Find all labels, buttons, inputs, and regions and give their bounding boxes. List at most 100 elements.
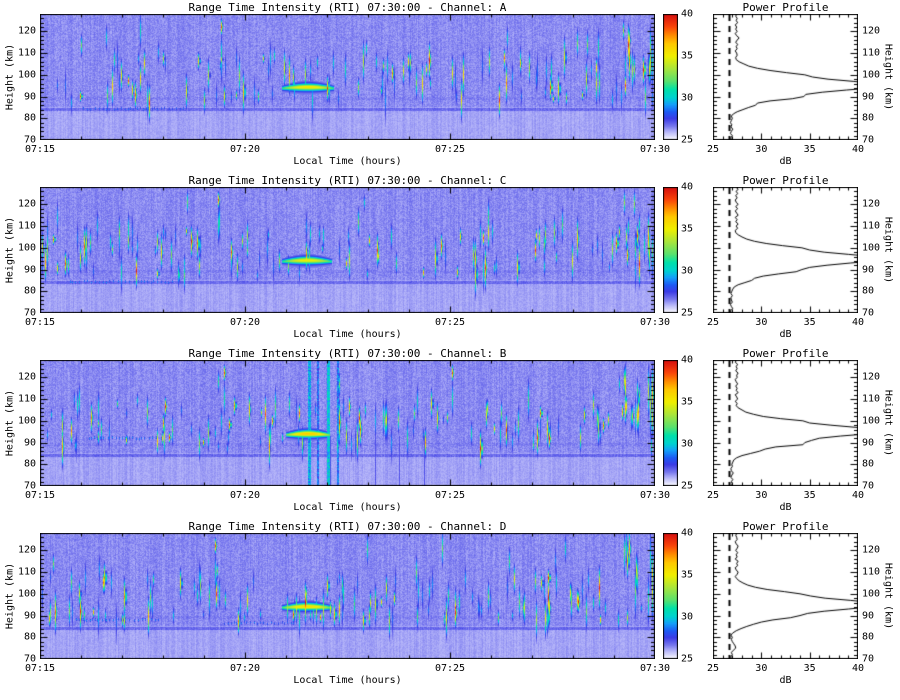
- height-tick-label: 90: [862, 264, 875, 276]
- height-tick-label: 120: [862, 25, 881, 37]
- time-tick-label: 07:30: [639, 317, 671, 328]
- db-axis-label: dB: [779, 156, 792, 167]
- height-tick-label: 80: [862, 112, 875, 124]
- time-tick-label: 07:15: [24, 490, 56, 501]
- height-tick-label: 70: [23, 307, 36, 319]
- height-tick-label: 80: [862, 458, 875, 470]
- db-tick-label: 40: [851, 663, 865, 674]
- db-tick-label: 25: [706, 317, 720, 328]
- channel-panel-a: Range Time Intensity (RTI) 07:30:00 - Ch…: [0, 0, 900, 173]
- db-tick-label: 35: [803, 490, 816, 501]
- db-tick-label: 25: [706, 490, 720, 501]
- time-tick-label: 07:30: [639, 663, 671, 674]
- height-tick-label: 120: [862, 198, 881, 210]
- time-tick-label: 07:30: [639, 490, 671, 501]
- height-tick-label: 70: [862, 134, 875, 146]
- db-tick-label: 35: [803, 317, 816, 328]
- colorbar-tick-label: 35: [681, 223, 694, 235]
- db-tick-label: 30: [755, 144, 768, 155]
- height-tick-label: 100: [862, 415, 881, 427]
- db-tick-label: 40: [851, 317, 865, 328]
- colorbar-tick-label: 35: [681, 569, 694, 581]
- height-tick-label: 80: [862, 631, 875, 643]
- height-tick-label: 120: [862, 544, 881, 556]
- height-axis-label-right: Height (km): [882, 562, 894, 630]
- colorbar-tick-label: 25: [681, 653, 694, 665]
- height-axis-label: Height (km): [4, 562, 16, 630]
- height-tick-label: 90: [23, 610, 36, 622]
- time-tick-label: 07:20: [229, 317, 261, 328]
- channel-panel-b: Range Time Intensity (RTI) 07:30:00 - Ch…: [0, 346, 900, 519]
- colorbar-tick-label: 35: [681, 50, 694, 62]
- height-tick-label: 70: [23, 134, 36, 146]
- height-tick-label: 80: [862, 285, 875, 297]
- height-tick-label: 110: [17, 566, 36, 578]
- db-axis-label: dB: [779, 329, 792, 340]
- power-profile-title: Power Profile: [742, 347, 829, 360]
- height-tick-label: 100: [17, 69, 36, 81]
- rti-title: Range Time Intensity (RTI) 07:30:00 - Ch…: [188, 520, 507, 533]
- rti-heatmap-canvas: [40, 360, 655, 486]
- height-tick-label: 100: [862, 69, 881, 81]
- height-tick-label: 90: [23, 264, 36, 276]
- time-tick-label: 07:25: [434, 144, 466, 155]
- height-tick-label: 120: [17, 25, 36, 37]
- rti-heatmap-canvas: [40, 533, 655, 659]
- colorbar-canvas: [663, 14, 678, 140]
- height-tick-label: 100: [17, 588, 36, 600]
- db-tick-label: 35: [803, 144, 816, 155]
- db-tick-label: 40: [851, 490, 865, 501]
- power-profile-title: Power Profile: [742, 520, 829, 533]
- height-tick-label: 110: [862, 393, 881, 405]
- height-tick-label: 80: [23, 631, 36, 643]
- height-tick-label: 120: [17, 198, 36, 210]
- time-tick-label: 07:20: [229, 663, 261, 674]
- colorbar-tick-label: 30: [681, 438, 694, 450]
- db-axis-label: dB: [779, 675, 792, 686]
- height-tick-label: 110: [862, 47, 881, 59]
- time-axis-label: Local Time (hours): [293, 156, 402, 167]
- colorbar-tick-label: 40: [681, 181, 694, 193]
- height-axis-label: Height (km): [4, 43, 16, 111]
- channel-panel-c: Range Time Intensity (RTI) 07:30:00 - Ch…: [0, 173, 900, 346]
- height-tick-label: 70: [862, 480, 875, 492]
- height-tick-label: 90: [862, 91, 875, 103]
- db-tick-label: 40: [851, 144, 865, 155]
- power-profile-canvas: [713, 360, 858, 486]
- height-tick-label: 70: [23, 480, 36, 492]
- height-tick-label: 100: [17, 242, 36, 254]
- channel-panel-d: Range Time Intensity (RTI) 07:30:00 - Ch…: [0, 519, 900, 692]
- power-profile-title: Power Profile: [742, 174, 829, 187]
- power-profile-canvas: [713, 533, 858, 659]
- power-profile-canvas: [713, 14, 858, 140]
- time-tick-label: 07:15: [24, 663, 56, 674]
- db-tick-label: 30: [755, 663, 768, 674]
- time-tick-label: 07:30: [639, 144, 671, 155]
- height-axis-label-right: Height (km): [882, 216, 894, 284]
- time-axis-label: Local Time (hours): [293, 502, 402, 513]
- height-tick-label: 120: [17, 544, 36, 556]
- height-axis-label-right: Height (km): [882, 389, 894, 457]
- colorbar-tick-label: 40: [681, 354, 694, 366]
- height-tick-label: 110: [17, 47, 36, 59]
- rti-heatmap-canvas: [40, 187, 655, 313]
- rti-heatmap-canvas: [40, 14, 655, 140]
- colorbar-tick-label: 25: [681, 307, 694, 319]
- time-tick-label: 07:25: [434, 490, 466, 501]
- colorbar-tick-label: 35: [681, 396, 694, 408]
- colorbar-tick-label: 25: [681, 480, 694, 492]
- time-tick-label: 07:20: [229, 490, 261, 501]
- height-axis-label-right: Height (km): [882, 43, 894, 111]
- colorbar-canvas: [663, 360, 678, 486]
- height-tick-label: 120: [862, 371, 881, 383]
- height-tick-label: 70: [862, 653, 875, 665]
- power-profile-title: Power Profile: [742, 1, 829, 14]
- height-tick-label: 100: [17, 415, 36, 427]
- height-tick-label: 110: [862, 566, 881, 578]
- height-axis-label: Height (km): [4, 389, 16, 457]
- height-tick-label: 70: [862, 307, 875, 319]
- colorbar-tick-label: 30: [681, 92, 694, 104]
- height-tick-label: 90: [23, 91, 36, 103]
- colorbar-canvas: [663, 533, 678, 659]
